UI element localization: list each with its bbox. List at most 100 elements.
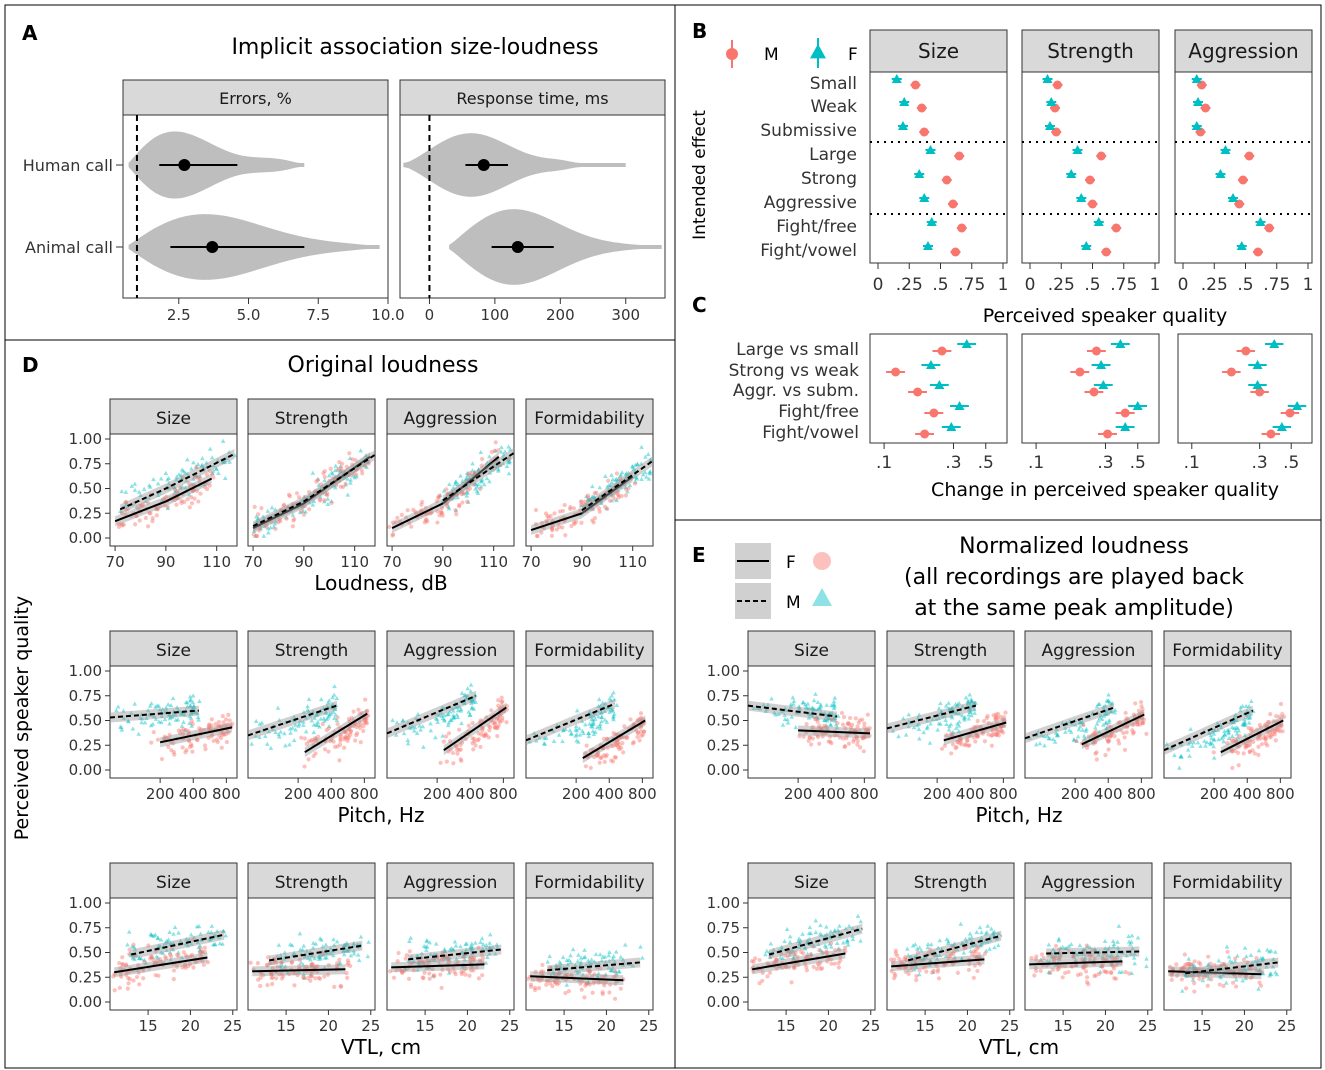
data-point-m — [1208, 742, 1213, 747]
data-point-f — [1234, 739, 1239, 744]
data-point-m — [583, 502, 589, 507]
data-point-f — [614, 743, 620, 748]
data-point-f — [635, 734, 640, 740]
data-point-f — [269, 972, 274, 977]
data-point-m — [262, 523, 267, 528]
data-point-f — [1263, 741, 1268, 746]
data-point-f — [353, 458, 358, 463]
data-point-m — [1071, 953, 1076, 958]
data-point-m — [146, 483, 152, 488]
data-point-m — [1191, 740, 1197, 745]
data-point-f — [1063, 963, 1068, 969]
data-point-f — [484, 733, 489, 738]
data-point-m — [816, 941, 821, 947]
data-point-f — [467, 973, 472, 978]
x-tick-label: 800 — [350, 785, 379, 803]
data-point-m — [293, 722, 298, 727]
data-point-f — [977, 725, 983, 730]
data-point-f — [535, 977, 540, 982]
data-point-f — [1262, 723, 1267, 728]
data-point-m — [310, 945, 316, 950]
data-point-f — [890, 961, 896, 966]
data-point-f — [612, 969, 618, 974]
data-point-f — [1109, 731, 1114, 736]
data-point-f — [171, 750, 176, 755]
data-point-f — [545, 978, 550, 983]
data-point-f — [1106, 739, 1111, 744]
data-point-m — [816, 706, 822, 711]
data-point-m — [441, 712, 447, 717]
data-point-f — [492, 720, 497, 725]
data-point-m — [455, 714, 461, 719]
x-tick-label: .25 — [1048, 275, 1075, 295]
data-point-m — [493, 951, 498, 956]
data-point-f — [1259, 742, 1265, 747]
data-point-f — [284, 516, 289, 521]
data-point-f — [807, 735, 812, 740]
x-tick-label: .1 — [876, 453, 892, 473]
data-point-f — [343, 735, 348, 740]
data-point-m — [291, 950, 297, 955]
data-point-f — [537, 978, 542, 983]
data-point-m — [315, 719, 321, 724]
data-point-m — [969, 698, 975, 704]
data-point-f — [317, 497, 322, 502]
data-point-f — [774, 957, 779, 963]
data-point-m — [1056, 936, 1062, 941]
violin-animal-call — [449, 209, 662, 285]
data-point-m — [179, 711, 184, 716]
data-point-f — [349, 715, 354, 721]
data-point-m — [130, 726, 136, 731]
data-point-m — [177, 709, 183, 714]
data-point-m — [1202, 738, 1207, 743]
data-point-f — [499, 699, 504, 704]
data-point-f — [528, 982, 534, 987]
data-point-m — [971, 707, 977, 712]
data-point-m — [196, 923, 202, 929]
data-point-f — [612, 996, 618, 1001]
data-point-f — [498, 719, 503, 725]
data-point-f — [1056, 966, 1061, 971]
data-point-m — [455, 482, 461, 487]
data-point-f — [966, 743, 971, 748]
data-point-f — [550, 528, 555, 533]
data-point-f — [165, 504, 170, 510]
data-point-m — [1198, 743, 1203, 748]
data-point-m — [291, 714, 297, 719]
data-point-f — [404, 515, 409, 520]
data-point-f — [345, 958, 351, 963]
data-point-m — [159, 713, 165, 718]
data-point-m — [232, 453, 238, 458]
data-point-f — [314, 737, 319, 742]
data-point-f — [444, 734, 449, 739]
data-point-m — [212, 942, 217, 947]
data-point-m — [483, 946, 489, 951]
x-tick-label: .5 — [1084, 275, 1100, 295]
data-point-m — [220, 438, 226, 443]
data-point-f — [1084, 980, 1090, 985]
data-point-f — [1127, 971, 1132, 976]
data-point-m — [612, 697, 617, 702]
data-point-f — [847, 715, 853, 721]
data-point-f — [313, 965, 318, 970]
data-point-f — [1139, 704, 1144, 709]
data-point-m — [156, 719, 162, 724]
data-point-m — [197, 948, 202, 953]
data-point-f — [406, 976, 412, 981]
data-point-m — [433, 941, 439, 946]
data-point-m — [166, 475, 171, 480]
data-point-f — [1106, 724, 1112, 729]
data-point-m — [949, 731, 955, 737]
data-point-f — [1125, 725, 1130, 730]
data-point-m — [614, 702, 620, 707]
facet-strip — [869, 29, 1008, 73]
data-point-m — [961, 716, 967, 721]
data-point-f — [202, 945, 208, 950]
data-point-m — [419, 950, 425, 956]
data-point-m — [949, 942, 955, 948]
data-point-f — [204, 487, 210, 492]
data-point-f — [461, 955, 466, 960]
data-point-f — [1103, 753, 1108, 758]
data-point-f — [779, 952, 784, 957]
data-point-m — [1247, 714, 1253, 719]
